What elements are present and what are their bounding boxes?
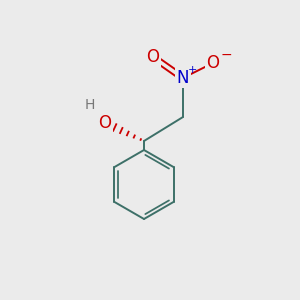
Text: H: H bbox=[85, 98, 95, 112]
Text: O: O bbox=[206, 54, 220, 72]
Text: O: O bbox=[98, 114, 112, 132]
Text: +: + bbox=[187, 64, 197, 75]
Text: −: − bbox=[221, 48, 232, 62]
Text: N: N bbox=[177, 69, 189, 87]
Text: O: O bbox=[146, 48, 160, 66]
